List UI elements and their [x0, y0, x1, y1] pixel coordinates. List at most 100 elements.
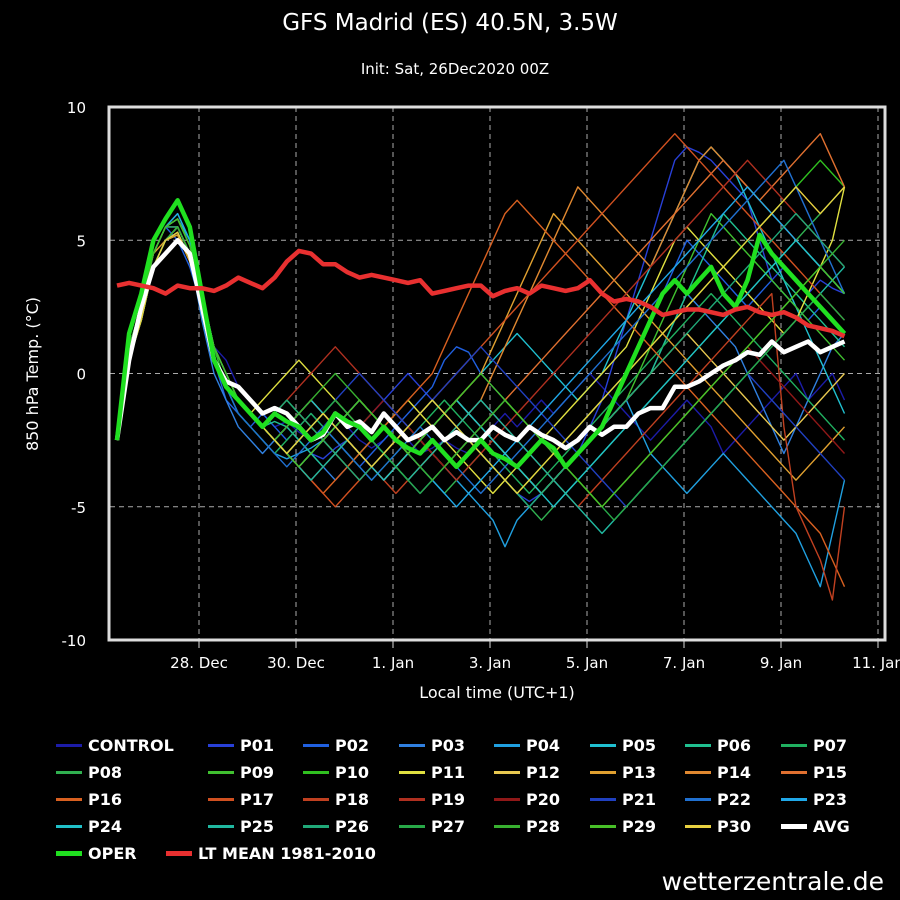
legend-swatch: [781, 770, 807, 774]
series-line-p08: [116, 186, 846, 521]
legend-label: LT MEAN 1981-2010: [198, 843, 376, 863]
legend-item-p04: P04: [494, 735, 560, 755]
legend-swatch: [303, 770, 329, 774]
legend-swatch: [56, 797, 82, 801]
series-line-p03: [116, 226, 846, 508]
x-tick-label: 30. Dec: [267, 654, 325, 672]
legend-item-p30: P30: [685, 816, 751, 836]
legend-label: P17: [240, 789, 274, 809]
legend-item-p03: P03: [399, 735, 465, 755]
legend-label: P18: [335, 789, 369, 809]
legend-swatch: [590, 797, 616, 801]
legend-label: P30: [717, 816, 751, 836]
legend-item-p10: P10: [303, 762, 369, 782]
legend-item-p05: P05: [590, 735, 656, 755]
x-tick-label: 5. Jan: [566, 654, 608, 672]
legend-swatch: [685, 797, 711, 801]
legend-swatch: [781, 797, 807, 801]
legend-swatch: [590, 743, 616, 747]
x-tick-label: 11. Jan: [852, 654, 900, 672]
grid-lines: [110, 107, 884, 648]
legend-item-p25: P25: [208, 816, 274, 836]
legend-label: P19: [431, 789, 465, 809]
legend-item-p28: P28: [494, 816, 560, 836]
legend-label: P26: [335, 816, 369, 836]
legend-item-p11: P11: [399, 762, 465, 782]
legend-label: P16: [88, 789, 122, 809]
y-tick-labels: -10 -5 0 5 10: [62, 99, 87, 650]
series-line-p11: [116, 186, 846, 495]
legend-label: P20: [526, 789, 560, 809]
legend-swatch: [494, 824, 520, 828]
chart: GFS Madrid (ES) 40.5N, 3.5W Init: Sat, 2…: [23, 10, 900, 702]
series-line-p09: [116, 212, 846, 495]
legend-item-p09: P09: [208, 762, 274, 782]
legend-label: P09: [240, 762, 274, 782]
legend-swatch: [399, 797, 425, 801]
legend-label: CONTROL: [88, 735, 174, 755]
legend-item-p15: P15: [781, 762, 847, 782]
series-line-p20: [116, 226, 846, 508]
legend-item-p02: P02: [303, 735, 369, 755]
legend-label: P28: [526, 816, 560, 836]
legend-item-p19: P19: [399, 789, 465, 809]
y-tick-label: 5: [76, 232, 86, 250]
legend-swatch: [590, 824, 616, 828]
y-axis-label: 850 hPa Temp. (°C): [23, 297, 42, 451]
legend-swatch: [781, 823, 807, 829]
legend-label: P01: [240, 735, 274, 755]
series-line-p06: [116, 212, 846, 495]
legend-swatch: [781, 743, 807, 747]
series-line-oper: [114, 198, 847, 470]
legend-label: P06: [717, 735, 751, 755]
legend-label: P03: [431, 735, 465, 755]
chart-subtitle: Init: Sat, 26Dec2020 00Z: [361, 60, 549, 78]
legend-swatch: [494, 743, 520, 747]
legend-label: P08: [88, 762, 122, 782]
legend-item-p16: P16: [56, 789, 122, 809]
series-line-p28: [116, 226, 846, 508]
legend-swatch: [56, 850, 82, 856]
legend-label: P02: [335, 735, 369, 755]
legend-swatch: [685, 824, 711, 828]
legend-label: P27: [431, 816, 465, 836]
legend-item-avg: AVG: [781, 816, 850, 836]
legend-swatch: [303, 824, 329, 828]
legend-item-p18: P18: [303, 789, 369, 809]
y-tick-label: 10: [67, 99, 86, 117]
legend-item-p21: P21: [590, 789, 656, 809]
legend-swatch: [399, 743, 425, 747]
legend-label: P12: [526, 762, 560, 782]
legend-item-p29: P29: [590, 816, 656, 836]
legend-item-p12: P12: [494, 762, 560, 782]
legend-item-p01: P01: [208, 735, 274, 755]
legend-label: P24: [88, 816, 122, 836]
legend-swatch: [56, 824, 82, 828]
legend-label: P23: [813, 789, 847, 809]
series-line-p30: [116, 186, 846, 495]
legend-label: P10: [335, 762, 369, 782]
legend-label: P05: [622, 735, 656, 755]
x-tick-labels: 28. Dec 30. Dec 1. Jan 3. Jan 5. Jan 7. Jan 9.…: [170, 654, 900, 672]
legend-swatch: [56, 743, 82, 747]
legend-item-p23: P23: [781, 789, 847, 809]
series-line-p24: [116, 226, 846, 508]
y-tick-label: -5: [71, 499, 86, 517]
legend-swatch: [494, 797, 520, 801]
x-tick-label: 7. Jan: [663, 654, 705, 672]
legend-swatch: [685, 770, 711, 774]
legend-swatch: [303, 797, 329, 801]
legend-swatch: [56, 770, 82, 774]
legend-label: P11: [431, 762, 465, 782]
legend-swatch: [399, 770, 425, 774]
watermark: wetterzentrale.de: [661, 867, 884, 896]
legend-item-p07: P07: [781, 735, 847, 755]
legend-swatch: [208, 797, 234, 801]
legend-label: P25: [240, 816, 274, 836]
legend-label: P13: [622, 762, 656, 782]
legend-label: OPER: [88, 843, 137, 863]
series-line-avg: [114, 238, 846, 451]
series-line-p16: [116, 199, 846, 587]
legend-swatch: [494, 770, 520, 774]
series-line-p29: [116, 218, 846, 508]
